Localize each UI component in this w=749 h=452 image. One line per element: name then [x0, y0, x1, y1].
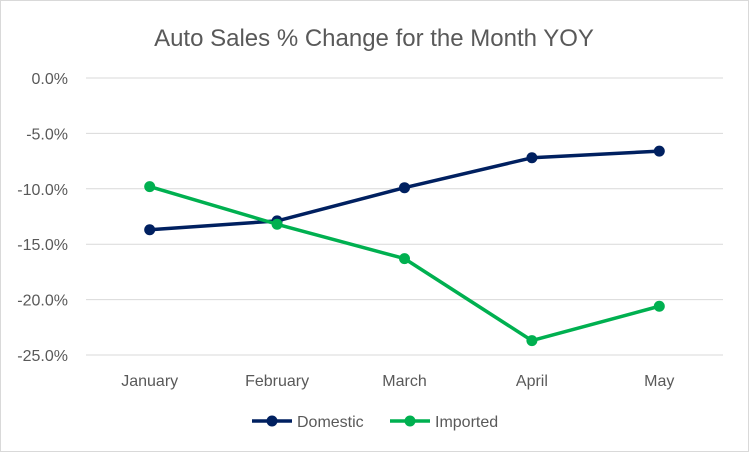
- y-tick-label: 0.0%: [32, 71, 68, 88]
- data-point: [653, 145, 665, 157]
- x-tick-label: March: [382, 373, 426, 390]
- data-point: [271, 218, 283, 230]
- y-tick-label: -25.0%: [17, 348, 68, 365]
- legend-item-imported: Imported: [390, 414, 498, 431]
- data-point: [144, 224, 156, 236]
- x-tick-label: January: [121, 373, 178, 390]
- legend-label: Imported: [435, 414, 498, 431]
- data-point: [144, 181, 156, 193]
- legend-swatch-marker: [266, 415, 278, 427]
- series-imported: [144, 181, 665, 347]
- x-tick-label: May: [644, 373, 674, 390]
- x-tick-label: April: [516, 373, 548, 390]
- series-layer: [144, 145, 665, 347]
- y-tick-label: -5.0%: [26, 126, 68, 143]
- y-tick-label: -15.0%: [17, 237, 68, 254]
- data-point: [399, 253, 410, 265]
- chart-title: Auto Sales % Change for the Month YOY: [154, 25, 594, 52]
- x-axis-ticks: January February March April May: [121, 373, 674, 390]
- data-point: [399, 182, 410, 194]
- legend-swatch-marker: [404, 415, 416, 427]
- data-point: [653, 300, 665, 312]
- legend-item-domestic: Domestic: [252, 414, 364, 431]
- y-tick-label: -10.0%: [17, 182, 68, 199]
- data-point: [526, 335, 538, 347]
- y-axis-ticks: 0.0% -5.0% -10.0% -15.0% -20.0% -25.0%: [17, 71, 68, 365]
- legend-label: Domestic: [297, 414, 364, 431]
- x-tick-label: February: [245, 373, 309, 390]
- y-tick-label: -20.0%: [17, 293, 68, 310]
- legend: Domestic Imported: [252, 414, 498, 431]
- data-point: [526, 152, 538, 164]
- series-domestic: [144, 145, 665, 236]
